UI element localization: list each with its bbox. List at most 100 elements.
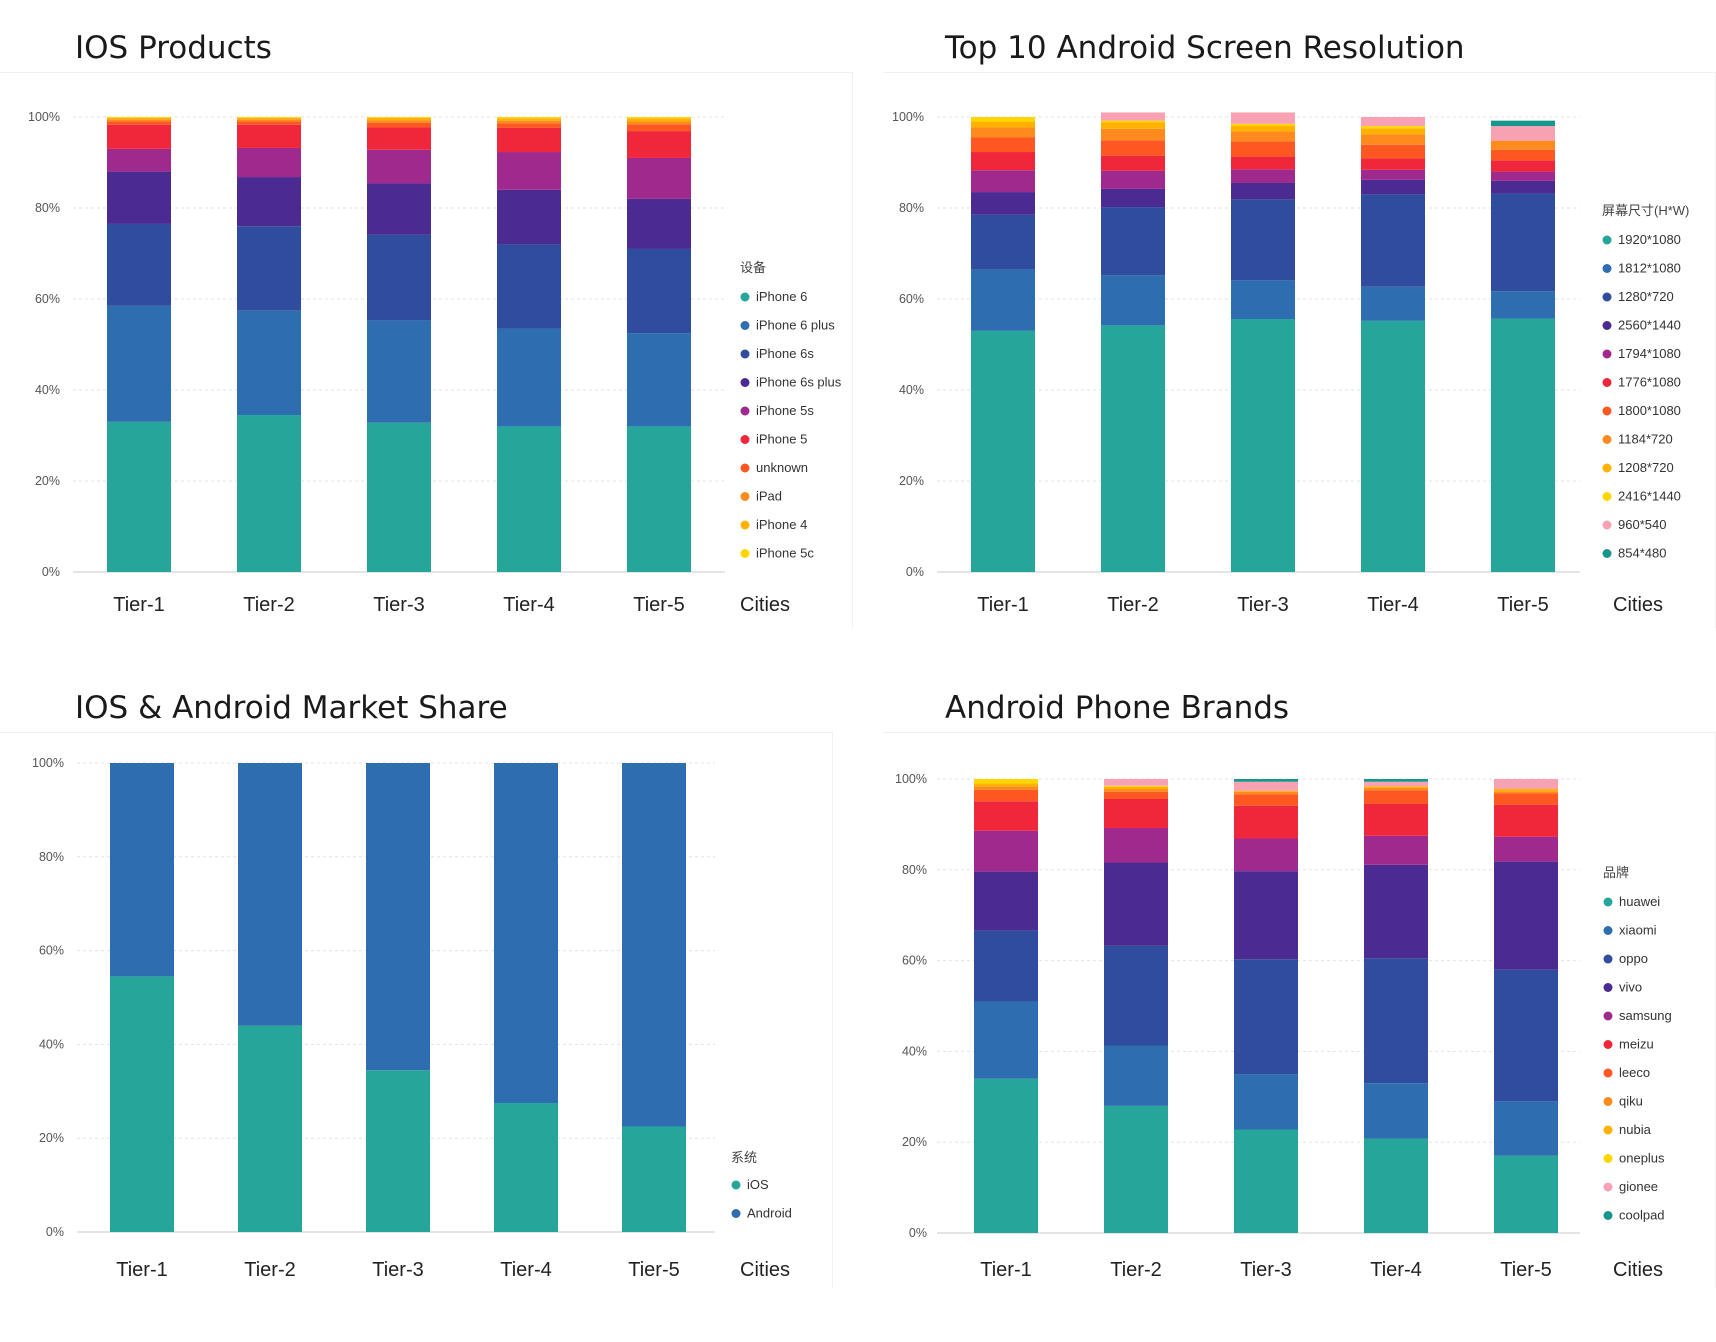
bar-segment: [237, 310, 301, 416]
legend-label: xiaomi: [1619, 923, 1657, 938]
x-tick-label: Tier-5: [1497, 594, 1548, 616]
legend-swatch: [1603, 1211, 1613, 1220]
legend-swatch: [740, 435, 750, 444]
bar-segment: [494, 763, 558, 1104]
x-tick-label: Tier-1: [980, 1259, 1031, 1281]
chart-ios-products: 0% 20% 40% 60% 80% 100% Tier-1 Tier-2 Tier-3 Tier…: [28, 110, 842, 616]
bar-segment: [1491, 149, 1555, 161]
bar-segment: [497, 120, 561, 124]
bar-segment: [1231, 156, 1295, 170]
y-tick-label: 60%: [35, 292, 60, 306]
bar-segment: [1104, 786, 1168, 789]
bar-segment: [367, 120, 431, 123]
x-tick-label: Tier-4: [503, 594, 554, 616]
legend-label: 1208*720: [1618, 460, 1674, 475]
legend-swatch: [1602, 463, 1612, 473]
bar-segment: [367, 122, 431, 128]
legend-title: 屏幕尺寸(H*W): [1602, 203, 1689, 218]
y-tick-label: 20%: [902, 1135, 927, 1149]
legend-label: 1794*1080: [1618, 346, 1681, 361]
x-tick-label: Tier-5: [633, 594, 684, 616]
bar-segment: [237, 415, 301, 572]
bar-segment: [1364, 803, 1428, 836]
legend-swatch: [1603, 1011, 1613, 1021]
bar-segment: [107, 148, 171, 172]
x-tick-label: Tier-4: [1367, 594, 1418, 616]
x-tick-label: Tier-2: [243, 594, 294, 616]
bar-segment: [1231, 125, 1295, 132]
legend-label: iPhone 4: [756, 517, 807, 532]
bar-segment: [1494, 1155, 1558, 1233]
bar-segment: [367, 422, 431, 572]
bar-segment: [238, 1025, 302, 1232]
legend-label: 1776*1080: [1618, 375, 1681, 390]
legend-label: oneplus: [1619, 1151, 1665, 1166]
bar-segment: [107, 421, 171, 572]
legend-swatch: [1602, 435, 1612, 444]
bar-segment: [1234, 1074, 1298, 1130]
bar-segment: [1231, 182, 1295, 200]
bar-segment: [1364, 779, 1428, 782]
legend-swatch: [1603, 926, 1613, 935]
bar-segment: [1234, 1129, 1298, 1233]
legend-label: oppo: [1619, 951, 1648, 966]
bar-segment: [107, 117, 171, 120]
x-tick-label: Tier-1: [113, 594, 164, 616]
legend-swatch: [731, 1180, 741, 1190]
legend-swatch: [1603, 1125, 1613, 1135]
x-tick-label: Tier-2: [1107, 594, 1158, 616]
bar-segment: [497, 189, 561, 245]
bar-segment: [1231, 131, 1295, 142]
bar-segment: [974, 779, 1038, 784]
chart-title: Android Phone Brands: [945, 690, 1290, 726]
bar-segment: [1104, 798, 1168, 829]
chart-title: Top 10 Android Screen Resolution: [945, 30, 1465, 66]
legend-swatch: [1603, 897, 1613, 907]
legend-label: coolpad: [1619, 1208, 1665, 1223]
legend-swatch: [1602, 321, 1612, 330]
bar-segment: [1234, 959, 1298, 1075]
chart-android-resolution: 0% 20% 40% 60% 80% 100% Tier-1 Tier-2 Tier-3 Tier…: [892, 110, 1689, 616]
bar-segment: [237, 117, 301, 120]
legend-label: unknown: [756, 460, 808, 475]
bar-segment: [237, 119, 301, 122]
bar-segment: [497, 152, 561, 190]
bar-segment: [1494, 804, 1558, 837]
bar-segment: [971, 121, 1035, 128]
bar-segment: [1494, 969, 1558, 1102]
bar-segment: [971, 330, 1035, 572]
legend-label: iOS: [747, 1177, 769, 1192]
legend-swatch: [1602, 378, 1612, 387]
bar-segment: [1231, 141, 1295, 157]
bar-segment: [107, 124, 171, 149]
chart-market-share: 0% 20% 40% 60% 80% 100% Tier-1 Tier-2 Tier-3 Tier…: [32, 756, 792, 1281]
y-tick-label: 40%: [39, 1037, 64, 1051]
bar-segment: [1364, 958, 1428, 1084]
bar-segment: [237, 124, 301, 148]
bar-segment: [1361, 144, 1425, 159]
legend-swatch: [740, 378, 750, 387]
legend-title: 系统: [731, 1150, 757, 1165]
bar-segment: [1101, 155, 1165, 171]
legend-swatch: [740, 321, 750, 330]
bar-segment: [1101, 140, 1165, 156]
legend-swatch: [740, 463, 750, 473]
bar-segment: [1104, 788, 1168, 792]
legend-label: iPhone 6s plus: [756, 375, 842, 390]
bar-segment: [974, 801, 1038, 831]
bar-segment: [1491, 126, 1555, 141]
legend-swatch: [1603, 1097, 1613, 1106]
bar-segment: [1364, 1138, 1428, 1233]
legend-swatch: [740, 549, 750, 558]
bar-segment: [237, 177, 301, 227]
x-tick-label: Tier-3: [373, 594, 424, 616]
bar-segment: [1491, 120, 1555, 127]
legend-swatch: [740, 292, 750, 302]
x-tick-label: Tier-4: [500, 1259, 551, 1281]
bar-segment: [1101, 325, 1165, 572]
bar-segment: [497, 328, 561, 427]
y-tick-label: 80%: [899, 201, 924, 215]
bar-segment: [627, 198, 691, 249]
bar-segment: [1494, 1101, 1558, 1156]
bar-segment: [367, 149, 431, 184]
